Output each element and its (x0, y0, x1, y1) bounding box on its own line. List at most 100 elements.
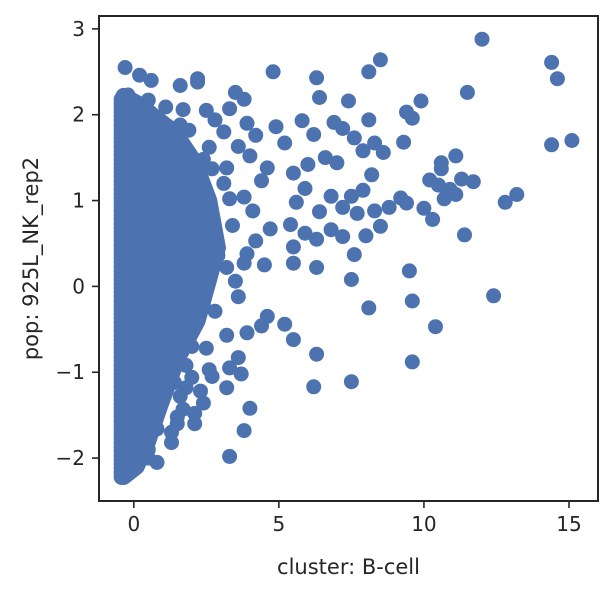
data-point (178, 177, 194, 193)
data-point (416, 200, 432, 216)
data-point (309, 346, 325, 362)
data-point (149, 117, 165, 133)
data-point (195, 395, 211, 411)
data-point (346, 247, 362, 263)
data-point (175, 102, 191, 118)
data-point (430, 177, 446, 193)
data-point (195, 297, 211, 313)
data-points (117, 31, 580, 470)
data-point (140, 203, 156, 219)
data-point (285, 332, 301, 348)
data-point (158, 321, 174, 337)
x-tick-label: 15 (556, 512, 581, 536)
data-point (294, 113, 310, 129)
data-point (204, 369, 220, 384)
data-point (248, 127, 264, 143)
data-point (178, 224, 194, 239)
data-point (256, 257, 272, 273)
data-point (367, 203, 383, 219)
x-tick-label: 0 (127, 512, 140, 536)
data-point (140, 92, 156, 108)
y-tick-label: −1 (56, 360, 85, 384)
data-point (404, 293, 420, 309)
data-point (285, 239, 301, 255)
data-point (297, 181, 313, 196)
data-point (375, 145, 391, 160)
data-point (143, 72, 159, 88)
data-point (401, 263, 417, 279)
plot-frame (98, 15, 599, 502)
data-point (404, 110, 420, 126)
data-point (355, 182, 371, 198)
data-point (120, 87, 136, 103)
data-point (433, 161, 449, 177)
data-point (283, 217, 298, 233)
data-point (335, 199, 351, 215)
data-point (364, 167, 380, 183)
data-point (219, 260, 235, 275)
data-point (285, 165, 301, 181)
data-point (361, 300, 377, 316)
data-point (143, 268, 159, 284)
data-point (219, 327, 235, 343)
data-point (178, 357, 194, 373)
data-point (254, 173, 269, 189)
data-point (222, 448, 238, 464)
data-point (152, 354, 168, 370)
data-point (329, 155, 345, 171)
y-tick-label: 2 (72, 103, 85, 127)
data-point (413, 93, 429, 109)
data-point (361, 64, 377, 80)
data-point (184, 369, 200, 385)
data-point (242, 400, 258, 416)
data-point (425, 211, 441, 227)
data-point (161, 344, 177, 360)
data-point (166, 375, 182, 390)
data-point (158, 145, 174, 160)
data-point (190, 71, 206, 87)
data-point (361, 112, 377, 128)
data-point (544, 137, 560, 153)
data-point (306, 379, 322, 395)
data-point (497, 194, 513, 210)
data-point (155, 390, 171, 406)
data-point (245, 203, 261, 219)
data-point (396, 134, 412, 150)
data-point (195, 151, 211, 167)
data-point (158, 99, 174, 115)
data-point (236, 423, 252, 439)
data-point (169, 315, 185, 330)
data-point (175, 206, 191, 222)
data-point (297, 225, 313, 241)
data-point (367, 135, 383, 151)
y-tick-label: −2 (56, 446, 85, 470)
data-point (312, 204, 327, 220)
y-tick-label: 3 (72, 17, 85, 41)
x-tick-label: 5 (273, 512, 286, 536)
data-point (399, 195, 414, 211)
data-point (428, 319, 443, 335)
data-point (227, 273, 243, 289)
data-point (239, 115, 255, 131)
data-point (404, 354, 420, 370)
data-point (448, 148, 464, 164)
data-point (277, 135, 293, 151)
data-point (349, 205, 365, 221)
data-point (198, 340, 214, 356)
data-point (459, 84, 475, 100)
data-point (140, 450, 156, 466)
data-point (317, 150, 333, 166)
y-axis-label: pop: 925L_NK_rep2 (19, 157, 44, 360)
data-point (326, 114, 342, 130)
data-point (372, 218, 388, 234)
data-point (207, 112, 223, 128)
data-point (155, 244, 171, 260)
data-point (216, 124, 232, 140)
data-point (230, 139, 246, 154)
data-point (309, 70, 325, 86)
y-tick-label: 1 (72, 189, 85, 213)
data-point (187, 416, 203, 432)
data-point (457, 227, 472, 243)
data-point (436, 191, 452, 207)
